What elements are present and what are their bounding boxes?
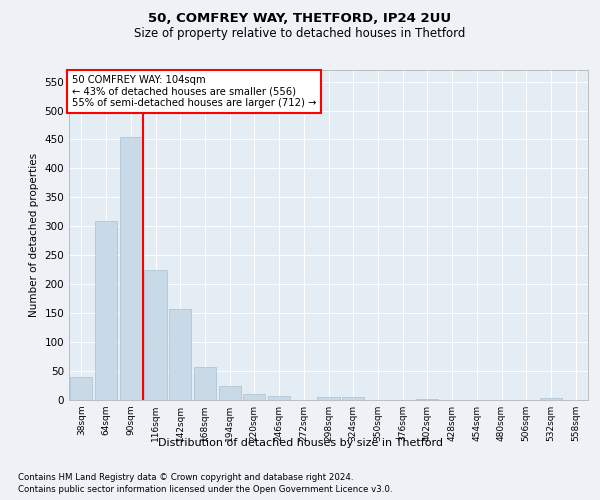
Bar bbox=[342, 397, 364, 400]
Bar bbox=[95, 220, 117, 400]
Y-axis label: Number of detached properties: Number of detached properties bbox=[29, 153, 39, 317]
Text: 50 COMFREY WAY: 104sqm
← 43% of detached houses are smaller (556)
55% of semi-de: 50 COMFREY WAY: 104sqm ← 43% of detached… bbox=[71, 75, 316, 108]
Bar bbox=[243, 394, 265, 400]
Bar bbox=[416, 399, 439, 400]
Bar bbox=[218, 386, 241, 400]
Bar bbox=[268, 396, 290, 400]
Text: Size of property relative to detached houses in Thetford: Size of property relative to detached ho… bbox=[134, 28, 466, 40]
Text: Distribution of detached houses by size in Thetford: Distribution of detached houses by size … bbox=[157, 438, 443, 448]
Bar bbox=[119, 136, 142, 400]
Bar bbox=[145, 270, 167, 400]
Bar bbox=[169, 308, 191, 400]
Bar bbox=[540, 398, 562, 400]
Text: Contains HM Land Registry data © Crown copyright and database right 2024.: Contains HM Land Registry data © Crown c… bbox=[18, 472, 353, 482]
Text: 50, COMFREY WAY, THETFORD, IP24 2UU: 50, COMFREY WAY, THETFORD, IP24 2UU bbox=[148, 12, 452, 26]
Bar bbox=[194, 367, 216, 400]
Bar bbox=[317, 397, 340, 400]
Bar bbox=[70, 377, 92, 400]
Text: Contains public sector information licensed under the Open Government Licence v3: Contains public sector information licen… bbox=[18, 485, 392, 494]
